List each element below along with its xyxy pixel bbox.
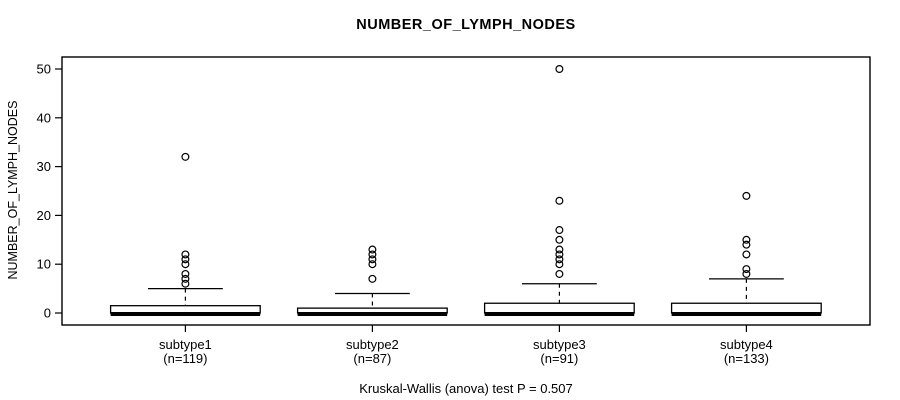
outlier-point [742,269,751,278]
x-group-n: (n=133) [724,351,769,366]
outlier-point [555,235,564,244]
outlier-point [742,250,751,259]
x-group-label: subtype3 [533,337,586,352]
outlier-point [555,196,564,205]
outlier-point [555,245,564,254]
outlier-point [742,240,751,249]
x-group-label: subtype4 [720,337,773,352]
chart-title: NUMBER_OF_LYMPH_NODES [356,17,576,33]
x-group-n: (n=91) [540,351,578,366]
outlier-point [555,260,564,269]
outlier-point [368,245,377,254]
stat-test-footer: Kruskal-Wallis (anova) test P = 0.507 [359,381,573,396]
outlier-point [742,265,751,274]
box [109,305,261,314]
outlier-point [368,260,377,269]
outlier-point [181,250,190,259]
y-tick-label: 20 [37,208,51,223]
outlier-point [368,274,377,283]
outlier-point [742,191,751,200]
outlier-point [181,269,190,278]
outlier-point [181,274,190,283]
y-tick-label: 0 [44,306,51,321]
outlier-point [181,260,190,269]
y-tick-label: 40 [37,110,51,125]
x-group-label: subtype2 [346,337,399,352]
x-group-n: (n=87) [353,351,391,366]
plot-border [61,56,871,326]
outlier-point [181,152,190,161]
outlier-point [555,226,564,235]
y-tick-label: 30 [37,159,51,174]
x-group-n: (n=119) [163,351,207,366]
outlier-point [368,250,377,259]
y-tick-label: 10 [37,257,51,272]
outlier-point [181,279,190,288]
outlier-point [555,255,564,264]
outlier-point [368,255,377,264]
outlier-point [555,250,564,259]
outlier-point [555,64,564,73]
box [670,302,822,314]
outlier-point [742,235,751,244]
y-tick-label: 50 [37,62,51,77]
box [483,302,635,314]
outlier-point [181,255,190,264]
x-group-label: subtype1 [159,337,212,352]
outlier-point [555,269,564,278]
